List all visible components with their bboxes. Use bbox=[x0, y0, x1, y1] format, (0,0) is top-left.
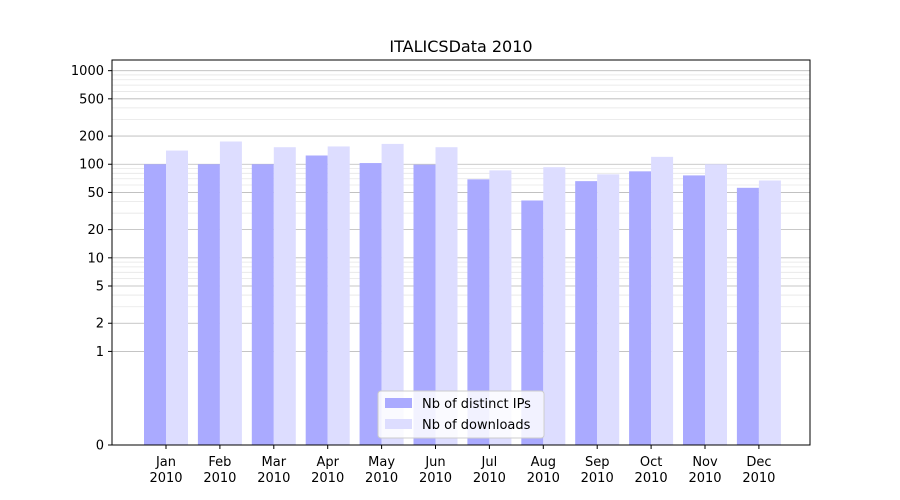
x-tick-label-year: 2010 bbox=[635, 471, 668, 486]
bar-distinct-ips bbox=[305, 155, 328, 445]
x-tick-label-month: Feb bbox=[208, 455, 231, 470]
x-tick-label-year: 2010 bbox=[473, 471, 506, 486]
bar-downloads bbox=[758, 180, 781, 446]
legend-label: Nb of distinct IPs bbox=[422, 397, 531, 412]
legend-box bbox=[377, 390, 545, 439]
x-tick-label-year: 2010 bbox=[311, 471, 344, 486]
y-tick-label: 0 bbox=[96, 439, 104, 454]
legend-label: Nb of downloads bbox=[422, 418, 531, 433]
x-tick-label-year: 2010 bbox=[257, 471, 290, 486]
bar-downloads bbox=[705, 164, 727, 445]
x-tick-label-month: Jun bbox=[424, 455, 445, 470]
bar-distinct-ips bbox=[683, 175, 705, 445]
x-tick-label-year: 2010 bbox=[149, 471, 182, 486]
plot-frame bbox=[111, 59, 811, 446]
bar-downloads bbox=[597, 174, 620, 445]
y-tick-label: 100 bbox=[79, 158, 104, 173]
x-tick-label-year: 2010 bbox=[742, 471, 775, 486]
bar-downloads bbox=[327, 146, 350, 446]
bar-distinct-ips bbox=[251, 164, 274, 445]
bar-distinct-ips bbox=[413, 164, 436, 445]
y-tick-label: 50 bbox=[87, 186, 104, 201]
bar-downloads bbox=[273, 147, 296, 445]
x-tick-label-month: Oct bbox=[640, 455, 662, 470]
x-tick-label-month: Apr bbox=[316, 455, 339, 470]
bar-downloads bbox=[543, 167, 566, 446]
y-tick-label: 20 bbox=[87, 223, 104, 238]
chart-title: ITALICSData 2010 bbox=[389, 37, 532, 56]
legend: Nb of distinct IPs Nb of downloads bbox=[377, 390, 545, 439]
bar-distinct-ips bbox=[467, 179, 490, 445]
y-tick-label: 1 bbox=[96, 345, 104, 360]
y-tick-label: 200 bbox=[79, 130, 104, 145]
x-tick-label-month: Mar bbox=[262, 455, 287, 470]
bar-distinct-ips bbox=[197, 164, 220, 445]
x-tick-label-year: 2010 bbox=[365, 471, 398, 486]
y-tick-label: 2 bbox=[96, 317, 104, 332]
bar-downloads bbox=[651, 156, 674, 446]
x-tick-label-year: 2010 bbox=[419, 471, 452, 486]
legend-swatch bbox=[385, 419, 412, 429]
bar-downloads bbox=[219, 141, 242, 445]
bar-downloads bbox=[489, 170, 512, 445]
bar-distinct-ips bbox=[575, 181, 598, 445]
x-axis: Jan2010Feb2010Mar2010Apr2010May2010Jun20… bbox=[149, 445, 775, 486]
x-tick-label-month: May bbox=[368, 455, 395, 470]
x-tick-label-year: 2010 bbox=[688, 471, 721, 486]
bar-downloads bbox=[435, 147, 458, 445]
bar-downloads bbox=[166, 150, 188, 445]
y-tick-label: 500 bbox=[79, 92, 104, 107]
bar-distinct-ips bbox=[359, 163, 382, 445]
x-tick-label-month: Dec bbox=[746, 455, 771, 470]
bar-downloads bbox=[381, 143, 404, 445]
y-tick-label: 1000 bbox=[71, 64, 104, 79]
x-tick-label-month: Nov bbox=[692, 455, 718, 470]
y-axis: 0 1 2 5 10 20 50 100 200 500 1000 bbox=[71, 64, 112, 454]
bars bbox=[144, 141, 781, 446]
bar-distinct-ips bbox=[629, 171, 652, 445]
y-tick-label: 5 bbox=[96, 280, 104, 295]
x-tick-label-month: Aug bbox=[531, 455, 556, 470]
bar-distinct-ips bbox=[736, 187, 759, 445]
legend-swatch bbox=[385, 398, 412, 408]
x-tick-label-month: Jul bbox=[481, 455, 498, 470]
x-tick-label-year: 2010 bbox=[527, 471, 560, 486]
x-tick-label-month: Jan bbox=[155, 455, 176, 470]
x-tick-label-year: 2010 bbox=[581, 471, 614, 486]
x-tick-label-month: Sep bbox=[585, 455, 610, 470]
x-tick-label-year: 2010 bbox=[203, 471, 236, 486]
bar-distinct-ips bbox=[144, 164, 166, 445]
bar-distinct-ips bbox=[521, 200, 544, 445]
y-tick-label: 10 bbox=[87, 251, 104, 266]
